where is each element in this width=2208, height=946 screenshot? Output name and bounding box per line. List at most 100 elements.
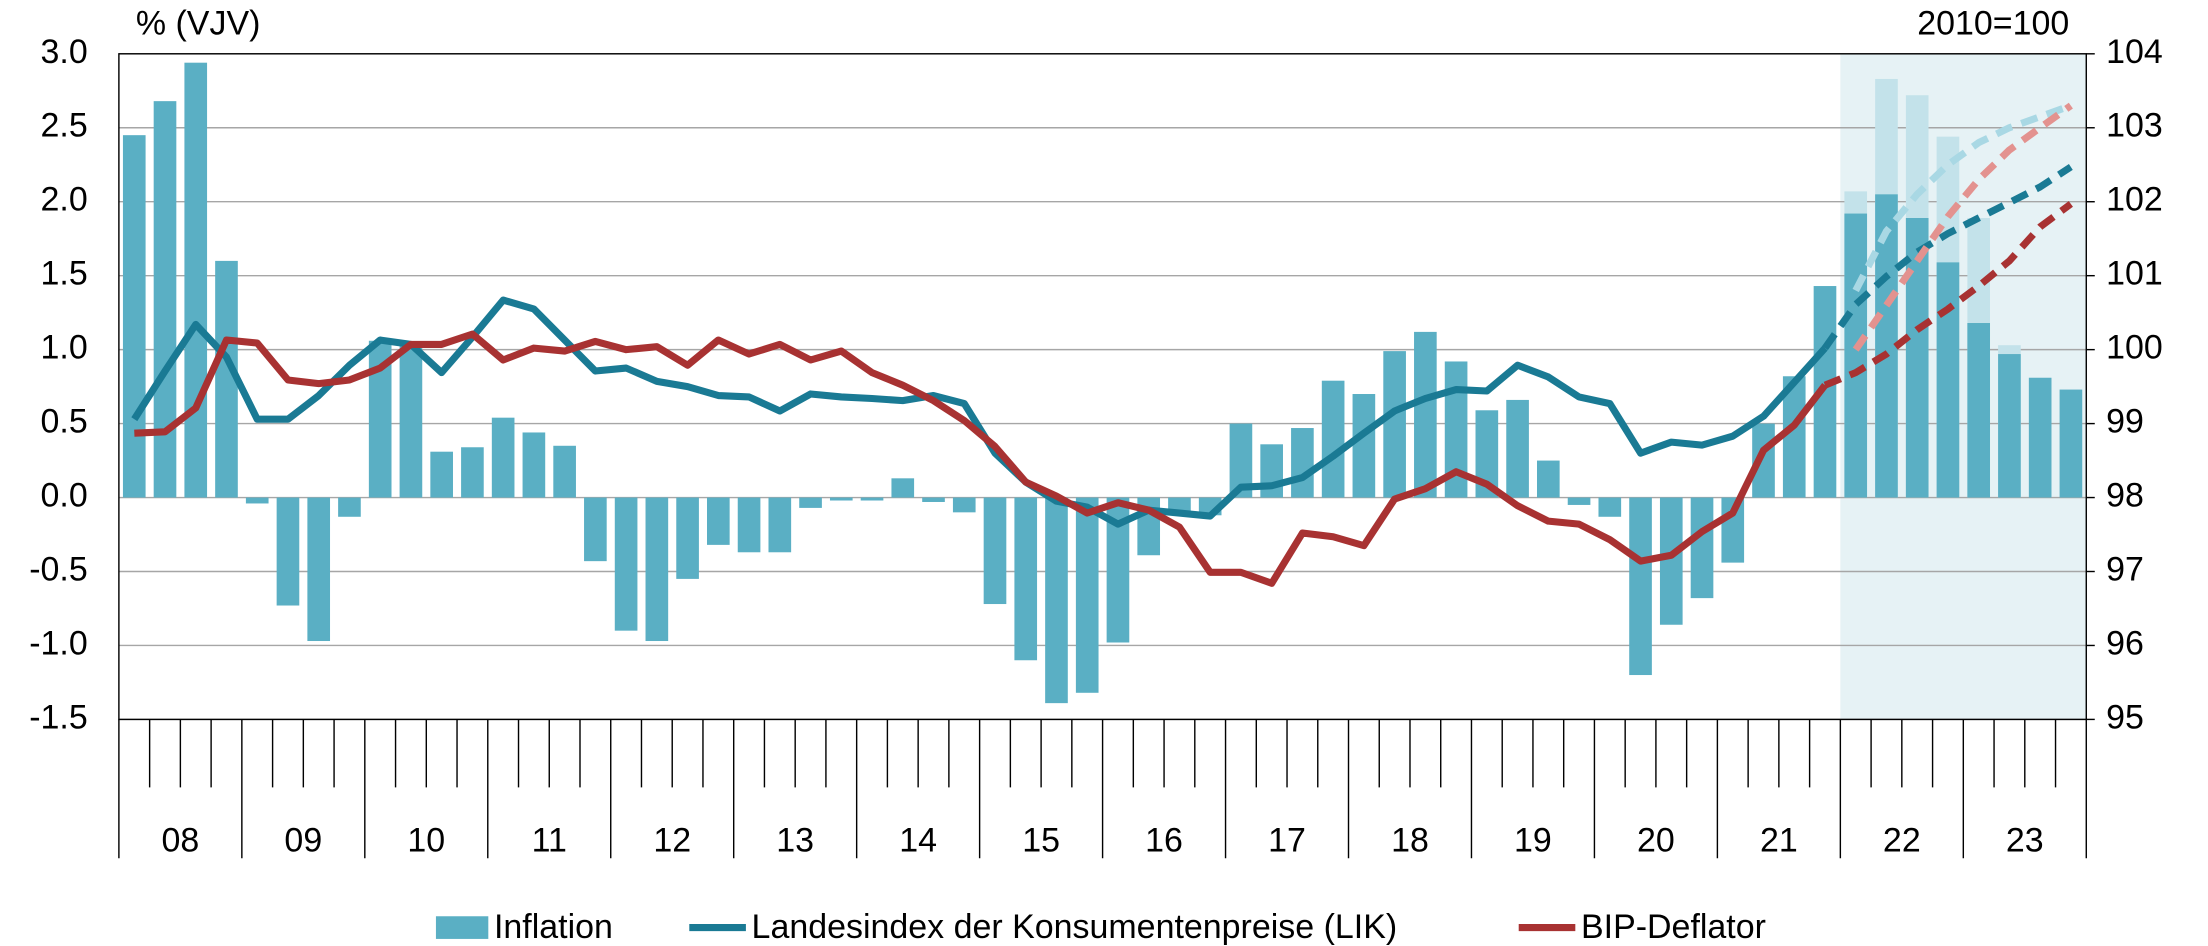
bar [829,497,853,501]
plot-frame [118,53,2087,721]
bar [860,497,884,501]
x-tick-label: 15 [1022,822,1060,860]
bar [522,432,546,498]
x-tick-label: 17 [1268,822,1306,860]
x-tick-label: 21 [1760,822,1798,860]
x-tick-label: 14 [899,822,937,860]
y-tick-label: 2.0 [41,181,88,219]
bar [1936,262,1960,498]
y2-tick-label: 104 [2106,33,2163,71]
bar [1690,497,1714,599]
x-tick-label: 10 [407,822,445,860]
x-tick-label: 22 [1883,822,1921,860]
bar [1998,354,2021,498]
bar [430,451,453,498]
x-tick-label: 13 [776,822,814,860]
x-tick-label: 16 [1145,822,1183,860]
y-tick-label: -1.5 [29,698,88,736]
bar [1475,410,1499,498]
bar [1506,399,1529,498]
y2-tick-label: 99 [2106,403,2144,441]
x-tick-label: 23 [2006,822,2044,860]
bar [676,497,699,579]
bar [891,478,915,498]
bar [1659,497,1683,625]
y-tick-label: -1.0 [29,624,88,662]
bar [1967,323,1991,498]
bar [983,497,1007,605]
bar [799,497,822,508]
previous-forecast-line [1852,102,2073,352]
legend-label: BIP-Deflator [1581,908,1766,946]
bar [1291,428,1314,498]
previous-forecast-line [1852,102,2073,293]
line [131,296,1828,528]
bar [2059,389,2083,498]
bar [1229,423,1253,498]
bar [1875,194,1898,498]
bar [1844,213,1868,498]
bar [584,497,607,562]
bar [307,497,331,642]
bar [1598,497,1622,517]
y-axis-label: % (VJV) [136,4,261,42]
bar [1629,497,1652,676]
y-tick-label: 3.0 [41,33,88,71]
bar [768,497,792,553]
bar [1414,331,1437,498]
bar [1536,460,1560,498]
y2-axis-label: 2010=100 [1917,4,2069,42]
bar [153,101,177,498]
bar [1383,351,1406,498]
x-tick-label: 20 [1637,822,1675,860]
y-tick-label: 1.5 [41,255,88,293]
y2-tick-label: 96 [2106,624,2144,662]
x-tick-label: 12 [653,822,691,860]
bar [245,497,269,504]
line [134,330,1828,587]
y2-tick-label: 102 [2106,181,2163,219]
bar [184,62,208,498]
bar [614,497,638,631]
bar [2028,377,2052,498]
bar [553,445,576,498]
bar [215,260,238,498]
y2-tick-label: 95 [2106,698,2144,736]
bar [368,340,392,498]
bar [1905,217,1929,498]
bar [1321,380,1345,498]
bar [122,135,146,498]
bar [707,497,730,545]
bar [1782,376,1806,498]
bar [1014,497,1038,661]
legend-label: Landesindex der Konsumentenpreise (LIK) [752,908,1398,946]
bar [399,343,423,498]
y2-tick-label: 97 [2106,550,2144,588]
y-tick-label: 0.0 [41,477,88,515]
bar [1444,361,1468,498]
y-tick-label: 2.5 [41,107,88,145]
bar [952,497,976,513]
bar [1352,394,1376,498]
x-tick-label: 09 [284,822,322,860]
bar [491,417,515,498]
bar [276,497,300,606]
bar [737,497,761,553]
bar [1567,497,1591,505]
bar [1075,497,1099,693]
bar [922,497,945,502]
y2-tick-label: 103 [2106,107,2163,145]
y2-tick-label: 100 [2106,329,2163,367]
forecast-line [1822,163,2073,351]
legend-swatch [435,916,489,939]
y-tick-label: 1.0 [41,329,88,367]
y-tick-label: -0.5 [29,550,88,588]
bar [338,497,361,517]
legend-label: Inflation [494,908,613,946]
bar [1106,497,1130,643]
bar [461,447,484,498]
x-tick-label: 08 [161,822,199,860]
y2-tick-label: 98 [2106,477,2144,515]
bar [1045,497,1068,704]
